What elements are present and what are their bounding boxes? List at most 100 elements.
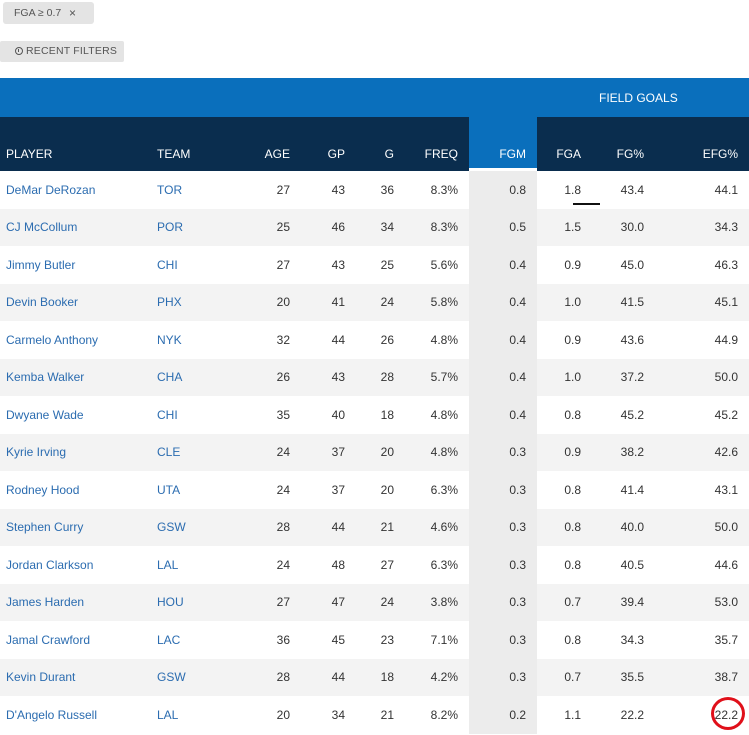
cell-fgm: 0.3	[469, 508, 537, 546]
cell-g: 24	[356, 283, 405, 321]
cell-team[interactable]: CHI	[157, 257, 178, 272]
cell-freq: 5.6%	[430, 257, 458, 272]
cell-gp: 47	[301, 583, 356, 621]
cell-team[interactable]: UTA	[157, 482, 181, 497]
cell-freq: 8.3%	[430, 182, 458, 197]
table-row: James Harden HOU 27 47 24 3.8% 0.3 0.7 39.4 53.0	[0, 583, 749, 621]
table-row: CJ McCollum POR 25 46 34 8.3% 0.5 1.5 30.0 34.3	[0, 208, 749, 246]
cell-freq: 8.2%	[430, 707, 458, 722]
cell-gp: 44	[331, 332, 345, 347]
cell-player[interactable]: Kemba Walker	[0, 358, 147, 396]
cell-gp: 40	[331, 407, 345, 422]
column-header-fgm[interactable]: FGM	[469, 117, 537, 171]
cell-freq: 4.8%	[405, 433, 469, 471]
cell-fga: 1.0	[537, 358, 592, 396]
cell-fga: 0.7	[537, 658, 592, 696]
cell-player[interactable]: Jamal Crawford	[6, 632, 91, 647]
filter-chip[interactable]: FGA ≥ 0.7 ×	[3, 2, 94, 24]
cell-player[interactable]: DeMar DeRozan	[6, 182, 96, 197]
column-header-gp[interactable]: GP	[301, 117, 356, 171]
column-header-fg-pct[interactable]: FG%	[592, 117, 655, 171]
cell-age: 24	[235, 433, 301, 471]
column-header-efg-pct[interactable]: EFG%	[655, 117, 749, 171]
column-header-fga[interactable]: FGA	[537, 117, 592, 171]
cell-team[interactable]: CLE	[147, 433, 235, 471]
cell-fgm: 0.4	[469, 358, 537, 396]
cell-gp: 43	[331, 182, 345, 197]
cell-player[interactable]: Stephen Curry	[0, 508, 147, 546]
cell-fga: 0.8	[564, 407, 581, 422]
cell-freq: 8.3%	[405, 208, 469, 246]
cell-g: 20	[380, 482, 394, 497]
table-row: Devin Booker PHX 20 41 24 5.8% 0.4 1.0 41.5 45.1	[0, 283, 749, 321]
table-row: Jordan Clarkson LAL 24 48 27 6.3% 0.3 0.8 40.5 44…	[0, 546, 749, 584]
cell-age: 28	[235, 508, 301, 546]
cell-team[interactable]: PHX	[147, 283, 235, 321]
cell-efg-pct: 46.3	[714, 257, 739, 272]
cell-team[interactable]: HOU	[147, 583, 235, 621]
cell-player[interactable]: CJ McCollum	[0, 208, 147, 246]
cell-gp: 44	[301, 508, 356, 546]
cell-freq: 4.2%	[405, 658, 469, 696]
cell-efg-pct: 44.9	[714, 332, 739, 347]
cell-efg-pct: 50.0	[655, 508, 749, 546]
cell-efg-pct: 38.7	[655, 658, 749, 696]
cell-team[interactable]: GSW	[147, 658, 235, 696]
cell-team[interactable]: GSW	[147, 508, 235, 546]
column-header-age[interactable]: AGE	[235, 117, 301, 171]
cell-team[interactable]: LAL	[157, 707, 179, 722]
cell-fga: 0.7	[537, 583, 592, 621]
cell-fgm: 0.3	[469, 583, 537, 621]
column-header-team[interactable]: TEAM	[147, 117, 235, 171]
cell-fgm: 0.8	[469, 171, 537, 209]
cell-team[interactable]: LAL	[157, 557, 179, 572]
cell-g: 21	[356, 508, 405, 546]
cell-player[interactable]: Jordan Clarkson	[6, 557, 94, 572]
cell-efg-pct: 42.6	[655, 433, 749, 471]
cell-player[interactable]: Devin Booker	[0, 283, 147, 321]
column-header-g[interactable]: G	[356, 117, 405, 171]
cell-player[interactable]: Carmelo Anthony	[6, 332, 99, 347]
cell-player[interactable]: Rodney Hood	[6, 482, 80, 497]
recent-filters-button[interactable]: RECENT FILTERS	[0, 41, 124, 62]
cell-team[interactable]: POR	[147, 208, 235, 246]
cell-age: 27	[276, 257, 290, 272]
cell-fg-pct: 37.2	[592, 358, 655, 396]
cell-freq: 6.3%	[430, 557, 458, 572]
cell-fga: 1.8	[537, 171, 600, 209]
cell-fga: 0.9	[537, 433, 592, 471]
cell-player[interactable]: Kyrie Irving	[0, 433, 147, 471]
cell-g: 36	[380, 182, 394, 197]
cell-freq: 4.8%	[430, 332, 458, 347]
cell-team[interactable]: NYK	[157, 332, 182, 347]
cell-player[interactable]: Kevin Durant	[0, 658, 147, 696]
table-row: DeMar DeRozan TOR 27 43 36 8.3% 0.8 1.8 43.4 44.1	[0, 171, 749, 209]
cell-team[interactable]: CHA	[147, 358, 235, 396]
cell-player[interactable]: D'Angelo Russell	[6, 707, 98, 722]
column-header-player[interactable]: PLAYER	[0, 117, 147, 171]
cell-gp: 43	[331, 257, 345, 272]
cell-team[interactable]: LAC	[157, 632, 181, 647]
cell-player[interactable]: James Harden	[0, 583, 147, 621]
cell-age: 35	[276, 407, 290, 422]
filter-chip-label: FGA ≥ 0.7	[14, 7, 62, 19]
recent-filters-label: RECENT FILTERS	[26, 45, 118, 57]
cell-fg-pct: 30.0	[592, 208, 655, 246]
cell-player[interactable]: Jimmy Butler	[6, 257, 76, 272]
cell-team[interactable]: TOR	[157, 182, 183, 197]
table-row: Kevin Durant GSW 28 44 18 4.2% 0.3 0.7 35.5 38.7	[0, 658, 749, 696]
column-header-freq[interactable]: FREQ	[405, 117, 469, 171]
close-icon[interactable]: ×	[69, 6, 77, 20]
group-header-spacer	[0, 78, 537, 117]
cell-team[interactable]: CHI	[157, 407, 178, 422]
table-row: Jimmy Butler CHI 27 43 25 5.6% 0.4 0.9 45.0 46.3	[0, 246, 749, 284]
cell-fg-pct: 38.2	[592, 433, 655, 471]
cell-age: 26	[235, 358, 301, 396]
cell-age: 32	[276, 332, 290, 347]
cell-fg-pct: 41.4	[620, 482, 644, 497]
cell-efg-pct: 44.1	[714, 182, 739, 197]
cell-player[interactable]: Dwyane Wade	[6, 407, 84, 422]
cell-g: 28	[356, 358, 405, 396]
cell-fga: 0.8	[564, 632, 581, 647]
cell-fga: 0.8	[564, 557, 581, 572]
